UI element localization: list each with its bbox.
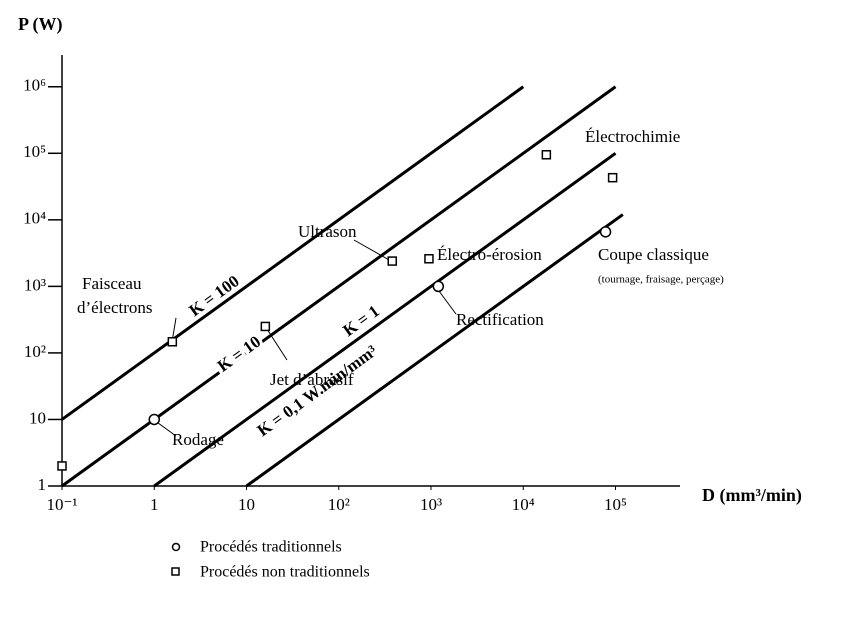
y-axis-label: P (W) <box>18 14 63 35</box>
point-label: Rodage <box>172 430 224 449</box>
point-non-traditional <box>424 254 434 264</box>
point-label: Électrochimie <box>585 127 680 146</box>
y-tick-label: 10³ <box>24 275 46 294</box>
point-label: Rectification <box>456 310 544 329</box>
k-line <box>245 213 624 488</box>
x-tick-label: 10⁴ <box>512 495 535 514</box>
point-label: Coupe classique <box>598 245 709 264</box>
x-tick-label: 10⁻¹ <box>46 495 77 514</box>
legend-label: Procédés traditionnels <box>200 539 342 556</box>
k-line <box>153 152 617 488</box>
x-axis-label: D (mm³/min) <box>702 485 802 506</box>
point-non-traditional <box>387 256 397 266</box>
point-traditional <box>148 413 161 426</box>
point-non-traditional <box>57 461 67 471</box>
point-label: d’électrons <box>77 298 153 317</box>
y-tick-label: 10⁵ <box>23 142 46 161</box>
point-note: (tournage, fraisage, perçage) <box>598 274 724 286</box>
y-tick-label: 10² <box>24 342 46 361</box>
k-line <box>61 85 617 488</box>
point-label: Jet d’abrasif <box>270 370 354 389</box>
point-traditional <box>432 280 445 293</box>
point-non-traditional <box>167 337 178 347</box>
point-label: Faisceau <box>82 274 142 293</box>
y-tick-label: 1 <box>38 475 47 494</box>
legend-marker <box>171 542 181 552</box>
k-label: K = 10 <box>214 332 264 376</box>
legend-marker <box>171 567 180 576</box>
x-tick-label: 1 <box>150 495 159 514</box>
y-tick-label: 10 <box>29 408 46 427</box>
y-tick-label: 10⁶ <box>23 76 46 95</box>
leader-line <box>353 239 392 262</box>
k-line <box>61 85 525 421</box>
y-tick-label: 10⁴ <box>23 209 46 228</box>
point-non-traditional <box>607 172 618 183</box>
legend-label: Procédés non traditionnels <box>200 564 370 581</box>
point-label: Électro-érosion <box>437 245 542 264</box>
x-tick-label: 10 <box>238 495 255 514</box>
point-label: Ultrason <box>298 222 357 241</box>
x-tick-label: 10³ <box>420 495 442 514</box>
x-tick-label: 10⁵ <box>604 495 627 514</box>
point-non-traditional <box>541 150 552 160</box>
k-label: K = 0,1 W.min/mm³ <box>254 341 381 440</box>
x-tick-label: 10² <box>328 495 350 514</box>
point-traditional <box>599 226 612 238</box>
point-non-traditional <box>260 321 271 332</box>
leader-line <box>264 325 288 361</box>
k-label: K = 1 <box>339 301 382 340</box>
